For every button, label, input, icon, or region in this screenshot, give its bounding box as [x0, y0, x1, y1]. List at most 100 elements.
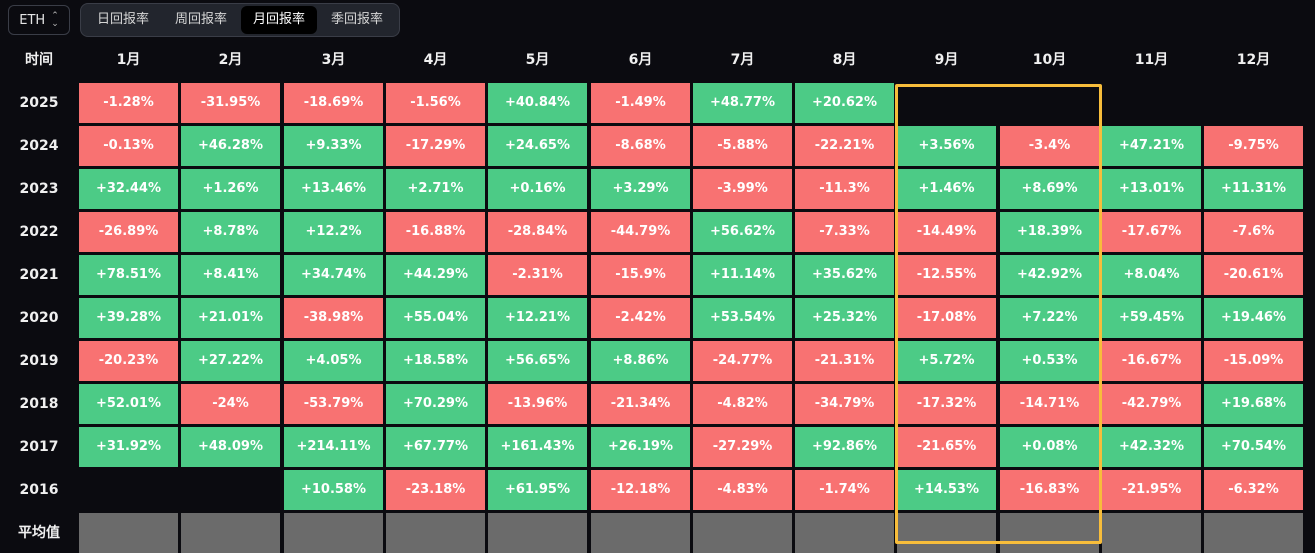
tab-quarterly-return[interactable]: 季回报率	[331, 12, 384, 27]
return-cell[interactable]: -6.32%	[1204, 470, 1303, 510]
return-cell[interactable]: +67.77%	[386, 427, 485, 467]
return-cell[interactable]: -21.95%	[1102, 470, 1201, 510]
return-cell[interactable]: -24%	[181, 384, 280, 424]
return-cell[interactable]: -2.31%	[488, 255, 587, 295]
return-cell[interactable]: +3.29%	[591, 169, 690, 209]
return-cell[interactable]: -31.95%	[181, 83, 280, 123]
return-cell[interactable]: -14.71%	[1000, 384, 1099, 424]
return-cell[interactable]: -20.23%	[79, 341, 178, 381]
return-cell[interactable]: -13.96%	[488, 384, 587, 424]
return-cell[interactable]: +12.21%	[488, 298, 587, 338]
return-cell[interactable]: -1.56%	[386, 83, 485, 123]
return-cell[interactable]: -9.75%	[1204, 126, 1303, 166]
return-cell[interactable]: -44.79%	[591, 212, 690, 252]
return-cell[interactable]: -12.55%	[897, 255, 996, 295]
return-cell[interactable]: +46.28%	[181, 126, 280, 166]
return-cell[interactable]: -15.09%	[1204, 341, 1303, 381]
return-cell[interactable]: -4.83%	[693, 470, 792, 510]
return-cell[interactable]: +19.68%	[1204, 384, 1303, 424]
return-cell[interactable]: -16.88%	[386, 212, 485, 252]
return-cell[interactable]: -17.08%	[897, 298, 996, 338]
return-cell[interactable]: +48.77%	[693, 83, 792, 123]
return-cell[interactable]: -21.65%	[897, 427, 996, 467]
return-cell[interactable]: -17.29%	[386, 126, 485, 166]
return-cell[interactable]: +61.95%	[488, 470, 587, 510]
return-cell[interactable]: +34.74%	[284, 255, 383, 295]
return-cell[interactable]: +11.14%	[693, 255, 792, 295]
return-cell[interactable]: +10.58%	[284, 470, 383, 510]
return-cell[interactable]: +13.46%	[284, 169, 383, 209]
return-cell[interactable]: +3.56%	[897, 126, 996, 166]
return-cell[interactable]: -1.74%	[795, 470, 894, 510]
return-cell[interactable]: +48.09%	[181, 427, 280, 467]
return-cell[interactable]: +31.92%	[79, 427, 178, 467]
return-cell[interactable]: +5.72%	[897, 341, 996, 381]
return-cell[interactable]: -1.49%	[591, 83, 690, 123]
return-cell[interactable]: +26.19%	[591, 427, 690, 467]
return-cell[interactable]: +8.78%	[181, 212, 280, 252]
return-cell[interactable]: -8.68%	[591, 126, 690, 166]
return-cell[interactable]: +55.04%	[386, 298, 485, 338]
return-cell[interactable]: -26.89%	[79, 212, 178, 252]
return-cell[interactable]: +2.71%	[386, 169, 485, 209]
return-cell[interactable]: +24.65%	[488, 126, 587, 166]
return-cell[interactable]: +0.53%	[1000, 341, 1099, 381]
return-cell[interactable]: +40.84%	[488, 83, 587, 123]
return-cell[interactable]: +44.29%	[386, 255, 485, 295]
return-cell[interactable]: +13.01%	[1102, 169, 1201, 209]
return-cell[interactable]: -17.67%	[1102, 212, 1201, 252]
return-cell[interactable]: -20.61%	[1204, 255, 1303, 295]
return-cell[interactable]: -7.33%	[795, 212, 894, 252]
return-cell[interactable]: +21.01%	[181, 298, 280, 338]
return-cell[interactable]: -0.13%	[79, 126, 178, 166]
return-cell[interactable]: +56.62%	[693, 212, 792, 252]
return-cell[interactable]: +18.58%	[386, 341, 485, 381]
return-cell[interactable]: +9.33%	[284, 126, 383, 166]
asset-selector[interactable]: ETH ⌃ ⌄	[8, 5, 70, 35]
return-cell[interactable]: -21.31%	[795, 341, 894, 381]
return-cell[interactable]: -3.4%	[1000, 126, 1099, 166]
return-cell[interactable]: +70.29%	[386, 384, 485, 424]
return-cell[interactable]: +20.62%	[795, 83, 894, 123]
return-cell[interactable]: -5.88%	[693, 126, 792, 166]
return-cell[interactable]: +8.69%	[1000, 169, 1099, 209]
return-cell[interactable]: -4.82%	[693, 384, 792, 424]
return-cell[interactable]: -14.49%	[897, 212, 996, 252]
return-cell[interactable]: -42.79%	[1102, 384, 1201, 424]
return-cell[interactable]: -28.84%	[488, 212, 587, 252]
return-cell[interactable]: +32.44%	[79, 169, 178, 209]
return-cell[interactable]: -3.99%	[693, 169, 792, 209]
tab-daily-return[interactable]: 日回报率	[97, 12, 150, 27]
return-cell[interactable]: -38.98%	[284, 298, 383, 338]
return-cell[interactable]: +12.2%	[284, 212, 383, 252]
return-cell[interactable]: +161.43%	[488, 427, 587, 467]
return-cell[interactable]: -24.77%	[693, 341, 792, 381]
return-cell[interactable]: +92.86%	[795, 427, 894, 467]
return-cell[interactable]: +7.22%	[1000, 298, 1099, 338]
return-cell[interactable]: +35.62%	[795, 255, 894, 295]
return-cell[interactable]: +70.54%	[1204, 427, 1303, 467]
return-cell[interactable]: +39.28%	[79, 298, 178, 338]
return-cell[interactable]: -17.32%	[897, 384, 996, 424]
return-cell[interactable]: +1.46%	[897, 169, 996, 209]
return-cell[interactable]: +1.26%	[181, 169, 280, 209]
return-cell[interactable]: -53.79%	[284, 384, 383, 424]
return-cell[interactable]: +14.53%	[897, 470, 996, 510]
return-cell[interactable]: -27.29%	[693, 427, 792, 467]
return-cell[interactable]: +18.39%	[1000, 212, 1099, 252]
return-cell[interactable]: +0.16%	[488, 169, 587, 209]
return-cell[interactable]: -18.69%	[284, 83, 383, 123]
return-cell[interactable]: +56.65%	[488, 341, 587, 381]
return-cell[interactable]: -23.18%	[386, 470, 485, 510]
return-cell[interactable]: +19.46%	[1204, 298, 1303, 338]
return-cell[interactable]: -11.3%	[795, 169, 894, 209]
return-cell[interactable]: -34.79%	[795, 384, 894, 424]
return-cell[interactable]: -16.83%	[1000, 470, 1099, 510]
return-cell[interactable]: +8.04%	[1102, 255, 1201, 295]
return-cell[interactable]: -12.18%	[591, 470, 690, 510]
return-cell[interactable]: +8.41%	[181, 255, 280, 295]
return-cell[interactable]: -16.67%	[1102, 341, 1201, 381]
return-cell[interactable]: +0.08%	[1000, 427, 1099, 467]
return-cell[interactable]: +8.86%	[591, 341, 690, 381]
return-cell[interactable]: +11.31%	[1204, 169, 1303, 209]
